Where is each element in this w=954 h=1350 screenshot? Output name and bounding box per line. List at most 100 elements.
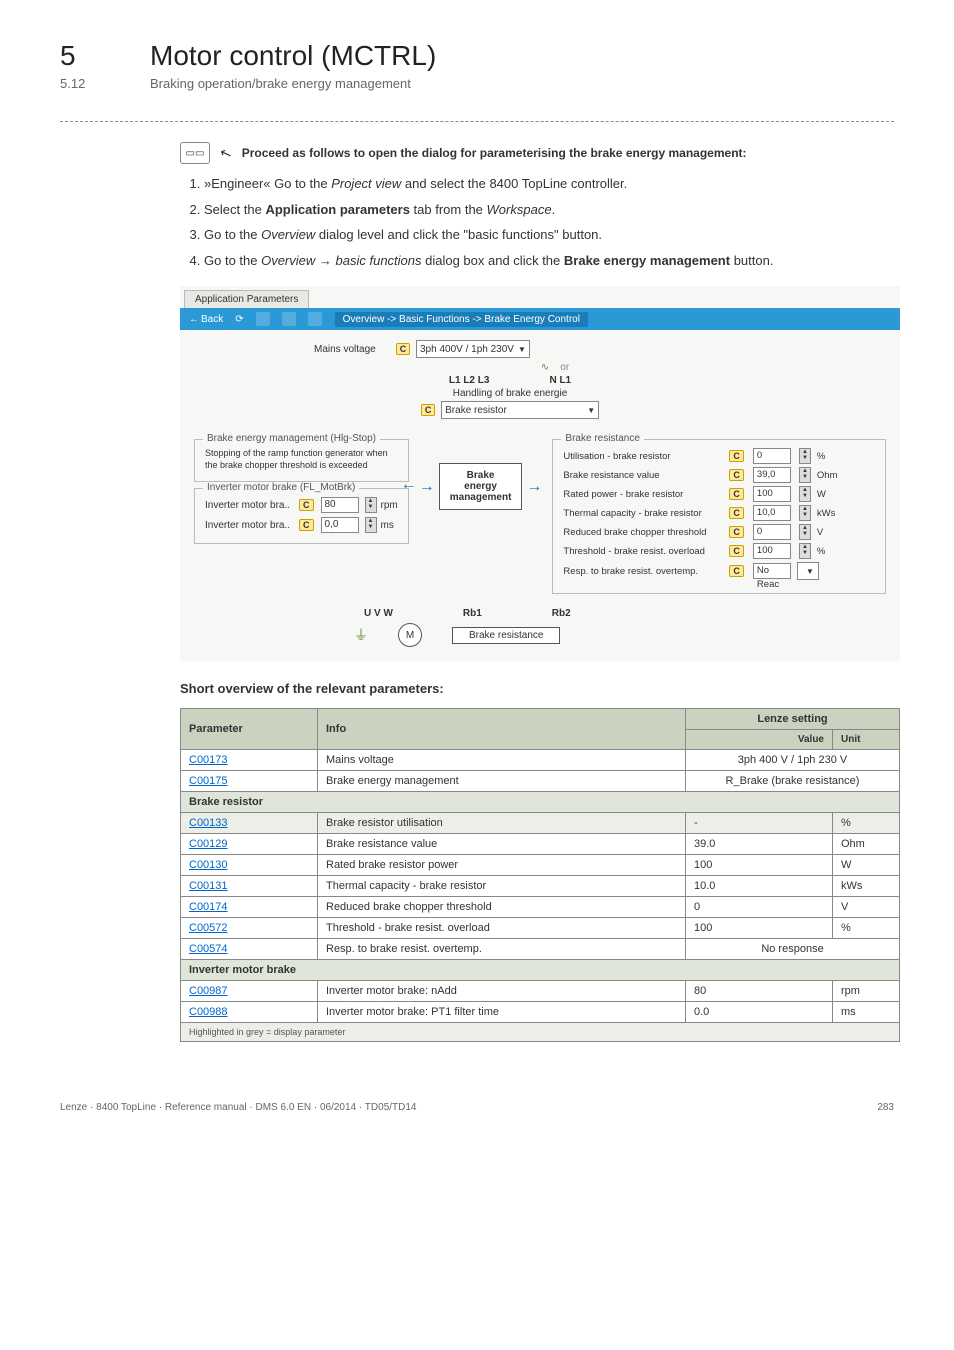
- nav-icon-1[interactable]: ⟳: [232, 313, 246, 326]
- c-chip[interactable]: C: [729, 545, 744, 557]
- param-link[interactable]: C00574: [189, 943, 228, 955]
- spinner[interactable]: ▲▼: [799, 467, 811, 483]
- table-row: C00131Thermal capacity - brake resistor1…: [181, 876, 900, 897]
- c-chip[interactable]: C: [729, 565, 744, 577]
- value-input[interactable]: 0: [753, 448, 791, 464]
- step-4: Go to the Overview → basic functions dia…: [204, 251, 894, 271]
- col-parameter: Parameter: [181, 709, 318, 750]
- rb1-label: Rb1: [463, 608, 482, 619]
- param-link[interactable]: C00572: [189, 922, 228, 934]
- howto-heading: ▭▭ ↖ Proceed as follows to open the dial…: [180, 142, 894, 164]
- step-2: Select the Application parameters tab fr…: [204, 200, 894, 220]
- col-info: Info: [318, 709, 686, 750]
- page-header: 5 Motor control (MCTRL): [60, 40, 894, 72]
- param-link[interactable]: C00129: [189, 838, 228, 850]
- uvw-label: U V W: [364, 608, 393, 619]
- table-row: C00173Mains voltage3ph 400 V / 1ph 230 V: [181, 750, 900, 771]
- motor-icon: M: [398, 623, 422, 647]
- inverter-brake-group: Inverter motor brake (FL_MotBrk) Inverte…: [194, 488, 409, 544]
- c-chip[interactable]: C: [299, 499, 314, 511]
- c-chip[interactable]: C: [421, 404, 436, 416]
- breadcrumb-bar: ← Back ⟳ Overview -> Basic Functions -> …: [180, 308, 900, 330]
- value-input[interactable]: 0: [753, 524, 791, 540]
- dropdown[interactable]: ▼: [797, 562, 819, 580]
- table-group-header: Inverter motor brake: [181, 960, 900, 981]
- arrow-icon: ←: [401, 476, 417, 494]
- back-button[interactable]: ← Back: [186, 313, 226, 326]
- value-input[interactable]: 10,0: [753, 505, 791, 521]
- chapter-title: Motor control (MCTRL): [150, 40, 436, 72]
- chapter-number: 5: [60, 40, 110, 72]
- breadcrumb-text: Overview -> Basic Functions -> Brake Ene…: [335, 312, 588, 327]
- c-chip[interactable]: C: [729, 469, 744, 481]
- param-link[interactable]: C00988: [189, 1006, 228, 1018]
- table-row: C00987Inverter motor brake: nAdd80rpm: [181, 981, 900, 1002]
- arrow-icon: →: [526, 478, 542, 496]
- table-row: C00133Brake resistor utilisation-%: [181, 813, 900, 834]
- c-chip[interactable]: C: [299, 519, 314, 531]
- handling-label: Handling of brake energie: [134, 388, 886, 399]
- param-link[interactable]: C00173: [189, 754, 228, 766]
- brake-res-row: Resp. to brake resist. overtemp.CNo Reac…: [563, 562, 875, 580]
- tab-application-parameters[interactable]: Application Parameters: [184, 290, 309, 308]
- handling-combo[interactable]: Brake resistor ▼: [441, 401, 599, 419]
- ground-icon: ⏚: [354, 625, 368, 645]
- spinner[interactable]: ▲▼: [365, 517, 377, 533]
- value-input[interactable]: 100: [753, 486, 791, 502]
- brake-res-row: Thermal capacity - brake resistorC10,0▲▼…: [563, 505, 875, 521]
- param-link[interactable]: C00130: [189, 859, 228, 871]
- col-unit: Unit: [833, 730, 900, 750]
- step-1: »Engineer« Go to the Project view and se…: [204, 174, 894, 194]
- hlg-stop-group: Brake energy management (Hlg-Stop) Stopp…: [194, 439, 409, 482]
- section-title: Braking operation/brake energy managemen…: [150, 76, 411, 91]
- brake-resistance-group: Brake resistance Utilisation - brake res…: [552, 439, 886, 594]
- nadd-input[interactable]: 80: [321, 497, 359, 513]
- table-row: C00174Reduced brake chopper threshold0V: [181, 897, 900, 918]
- spinner[interactable]: ▲▼: [365, 497, 377, 513]
- c-chip[interactable]: C: [729, 507, 744, 519]
- mains-voltage-combo[interactable]: 3ph 400V / 1ph 230V ▼: [416, 340, 530, 358]
- arrow-icon: →: [419, 478, 435, 496]
- brake-resistance-button[interactable]: Brake resistance: [452, 627, 560, 644]
- table-row: C00572Threshold - brake resist. overload…: [181, 918, 900, 939]
- pt1-input[interactable]: 0,0: [321, 517, 359, 533]
- spinner[interactable]: ▲▼: [799, 543, 811, 559]
- brake-res-row: Brake resistance valueC39,0▲▼Ohm: [563, 467, 875, 483]
- section-number: 5.12: [60, 76, 110, 91]
- col-value: Value: [686, 730, 833, 750]
- table-row: C00175Brake energy managementR_Brake (br…: [181, 771, 900, 792]
- spinner[interactable]: ▲▼: [799, 524, 811, 540]
- param-link[interactable]: C00131: [189, 880, 228, 892]
- value-input[interactable]: 39,0: [753, 467, 791, 483]
- l-labels: L1 L2 L3: [449, 375, 490, 386]
- c-chip[interactable]: C: [729, 488, 744, 500]
- dialog-icon: ▭▭: [180, 142, 210, 164]
- nav-icon-4[interactable]: [305, 311, 325, 327]
- c-chip[interactable]: C: [396, 343, 411, 355]
- app-screenshot: Application Parameters ← Back ⟳ Overview…: [180, 286, 900, 661]
- value-input[interactable]: No Reac: [753, 563, 791, 579]
- nav-icon-3[interactable]: [279, 311, 299, 327]
- separator: [60, 121, 894, 122]
- c-chip[interactable]: C: [729, 526, 744, 538]
- spinner[interactable]: ▲▼: [799, 486, 811, 502]
- parameters-table: Parameter Info Lenze setting Value Unit …: [180, 708, 900, 1042]
- spinner[interactable]: ▲▼: [799, 505, 811, 521]
- nav-icon-2[interactable]: [253, 311, 273, 327]
- param-link[interactable]: C00987: [189, 985, 228, 997]
- table-footnote: Highlighted in grey = display parameter: [181, 1023, 900, 1042]
- section-header: 5.12 Braking operation/brake energy mana…: [60, 76, 894, 91]
- spinner[interactable]: ▲▼: [799, 448, 811, 464]
- footer-left: Lenze · 8400 TopLine · Reference manual …: [60, 1102, 417, 1113]
- param-link[interactable]: C00174: [189, 901, 228, 913]
- n-label: N L1: [549, 375, 571, 386]
- param-link[interactable]: C00175: [189, 775, 228, 787]
- value-input[interactable]: 100: [753, 543, 791, 559]
- param-link[interactable]: C00133: [189, 817, 228, 829]
- brake-res-row: Threshold - brake resist. overloadC100▲▼…: [563, 543, 875, 559]
- param-heading: Short overview of the relevant parameter…: [180, 681, 894, 696]
- c-chip[interactable]: C: [729, 450, 744, 462]
- brake-res-row: Rated power - brake resistorC100▲▼W: [563, 486, 875, 502]
- brake-energy-box: Brake energy management: [439, 463, 523, 510]
- page-footer: Lenze · 8400 TopLine · Reference manual …: [60, 1102, 894, 1113]
